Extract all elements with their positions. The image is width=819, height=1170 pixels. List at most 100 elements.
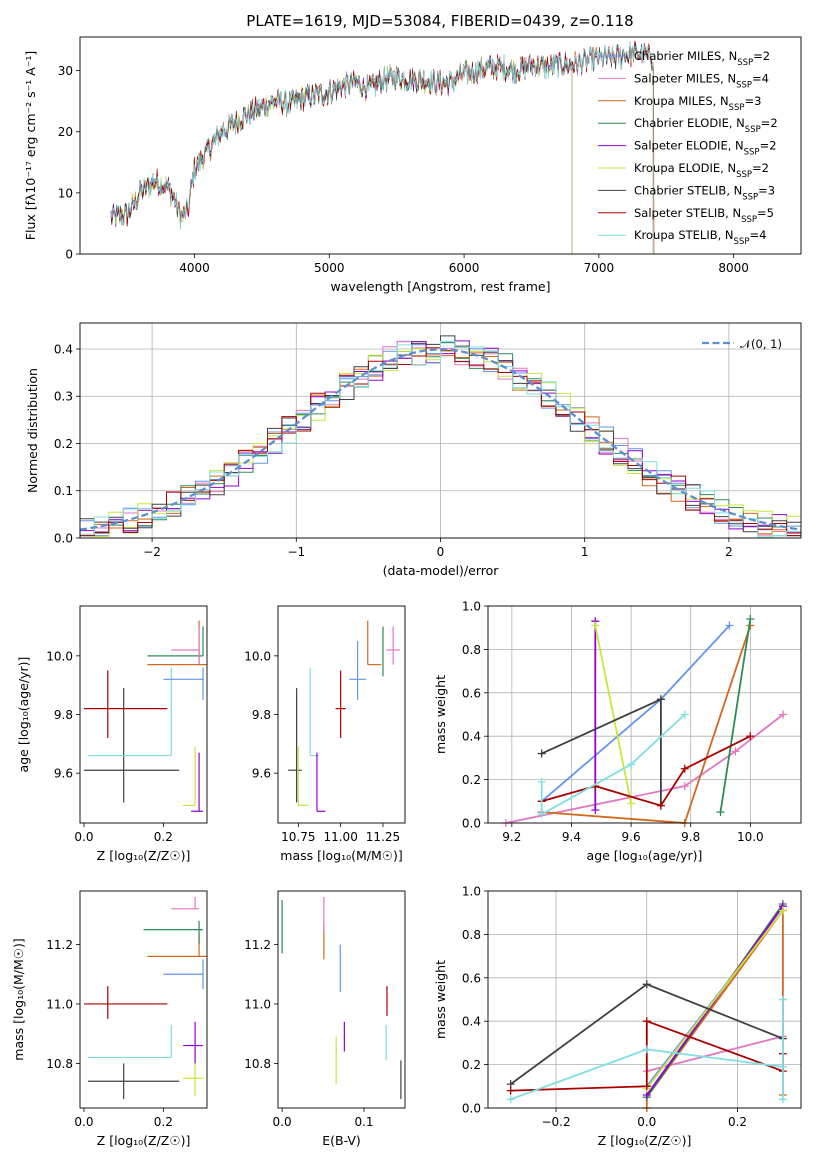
x-tick-label: 0.0 bbox=[273, 1115, 292, 1129]
y-tick-label: 11.2 bbox=[244, 938, 271, 952]
legend-entry: 𝒩(0, 1) bbox=[740, 337, 782, 351]
x-tick-label: 0.0 bbox=[74, 830, 93, 844]
weight-vs-age-frame bbox=[487, 605, 802, 824]
weight-series bbox=[645, 907, 784, 1108]
mass-vs-Z-axes: 0.0 0.2 10.8 11.0 11.2 Z [log₁₀(Z/Z☉)] mass [l… bbox=[11, 938, 190, 1148]
y-tick-label: 0.4 bbox=[462, 1015, 481, 1029]
y-tick-label: 0.0 bbox=[462, 1102, 481, 1116]
weight-vs-age-axes: 9.2 9.4 9.6 9.8 10.0 0.0 0.2 0.4 0.6 0.8 1.0 age [l… bbox=[433, 600, 801, 863]
x-tick-label: 7000 bbox=[584, 261, 615, 275]
y-tick-label: 0.0 bbox=[462, 817, 481, 831]
weight-series bbox=[505, 713, 784, 824]
weight-marker bbox=[656, 801, 665, 810]
weight-marker bbox=[656, 695, 665, 704]
legend-entry: Chabrier STELIB, NSSP=3 bbox=[634, 183, 775, 202]
y-axis-label: mass weight bbox=[433, 675, 448, 754]
x-tick-label: 9.2 bbox=[502, 830, 521, 844]
x-tick-label: 0.1 bbox=[354, 1115, 373, 1129]
histogram-steps bbox=[80, 335, 801, 538]
y-tick-label: 0.6 bbox=[462, 686, 481, 700]
y-tick-label: 9.8 bbox=[252, 708, 271, 722]
legend-entry: Salpeter STELIB, NSSP=5 bbox=[634, 206, 774, 225]
mass-vs-Z-frame bbox=[79, 890, 208, 1109]
weight-marker bbox=[680, 710, 689, 719]
spectrum-series bbox=[110, 41, 654, 254]
x-axis-label: Z [log₁₀(Z/Z☉)] bbox=[598, 1133, 692, 1148]
x-tick-label: 11.00 bbox=[323, 830, 357, 844]
weight-marker bbox=[716, 808, 725, 817]
y-tick-label: 0.2 bbox=[462, 773, 481, 787]
spectrum-axes: 4000 5000 6000 7000 8000 0 10 20 30 wavelength [A… bbox=[23, 51, 749, 294]
x-tick-label: 0.2 bbox=[154, 1115, 173, 1129]
y-tick-label: 20 bbox=[58, 125, 73, 139]
weight-marker bbox=[627, 799, 636, 808]
weight-marker bbox=[642, 1017, 651, 1026]
histogram-series bbox=[80, 335, 801, 533]
weight-marker bbox=[537, 810, 546, 819]
weight-marker bbox=[746, 615, 755, 624]
x-tick-label: 0.0 bbox=[74, 1115, 93, 1129]
weight-series bbox=[510, 1019, 784, 1092]
age-vs-mass-axes: 10.75 11.00 11.25 9.6 9.8 10.0 mass [log₁₀(M/M… bbox=[244, 649, 402, 863]
weight-marker bbox=[779, 710, 788, 719]
y-axis-label: age [log₁₀(age/yr)] bbox=[16, 657, 31, 773]
y-axis-label: mass [log₁₀(M/M☉)] bbox=[11, 938, 26, 1060]
y-tick-label: 9.6 bbox=[54, 767, 73, 781]
y-tick-label: 0.1 bbox=[54, 484, 73, 498]
weight-marker bbox=[778, 1095, 787, 1104]
y-tick-label: 0.4 bbox=[462, 730, 481, 744]
weight-marker bbox=[627, 760, 636, 769]
weight-marker bbox=[506, 1086, 515, 1095]
x-axis-label: E(B-V) bbox=[322, 1133, 361, 1148]
mass-vs-EBV-frame bbox=[277, 890, 406, 1109]
x-tick-label: −1 bbox=[287, 545, 305, 559]
weight-series bbox=[646, 909, 784, 1090]
y-tick-label: 1.0 bbox=[462, 885, 481, 899]
spectrum-series bbox=[110, 43, 655, 254]
x-axis-label: (data-model)/error bbox=[383, 563, 500, 578]
weight-marker bbox=[591, 805, 600, 814]
x-tick-label: 8000 bbox=[718, 261, 749, 275]
residuals-legend: 𝒩(0, 1) bbox=[702, 337, 782, 351]
spectrum-frame bbox=[79, 36, 802, 255]
spectrum-lines bbox=[110, 40, 655, 254]
x-tick-label: 0.0 bbox=[637, 1115, 656, 1129]
weight-vs-Z-frame bbox=[487, 890, 802, 1109]
weight-marker bbox=[537, 777, 546, 786]
weight-marker bbox=[680, 764, 689, 773]
x-tick-label: 10.0 bbox=[737, 830, 764, 844]
x-axis-label: Z [log₁₀(Z/Z☉)] bbox=[97, 1133, 191, 1148]
age-vs-mass-frame bbox=[277, 605, 406, 824]
legend-entry: Kroupa ELODIE, NSSP=2 bbox=[634, 161, 769, 180]
spectrum-series bbox=[110, 52, 573, 254]
weight-series bbox=[540, 713, 686, 816]
y-tick-label: 1.0 bbox=[462, 600, 481, 614]
y-tick-label: 10 bbox=[58, 186, 73, 200]
y-tick-label: 10.8 bbox=[46, 1057, 73, 1071]
y-tick-label: 0.0 bbox=[54, 532, 73, 546]
spectrum-series bbox=[110, 40, 654, 254]
legend-entry: Chabrier MILES, NSSP=2 bbox=[634, 49, 770, 68]
y-axis-label: Normed distribution bbox=[25, 368, 40, 493]
x-tick-label: 0.2 bbox=[154, 830, 173, 844]
x-tick-label: −2 bbox=[143, 545, 161, 559]
y-tick-label: 0 bbox=[65, 248, 73, 262]
x-axis-label: wavelength [Angstrom, rest frame] bbox=[330, 279, 550, 294]
age-vs-Z-frame bbox=[79, 605, 208, 824]
y-tick-label: 0.8 bbox=[462, 643, 481, 657]
y-tick-label: 0.3 bbox=[54, 390, 73, 404]
x-axis-label: Z [log₁₀(Z/Z☉)] bbox=[97, 848, 191, 863]
x-tick-label: 9.4 bbox=[562, 830, 581, 844]
weight-series bbox=[541, 735, 751, 807]
x-tick-label: 0.2 bbox=[728, 1115, 747, 1129]
spectrum-legend: Chabrier MILES, NSSP=2 Salpeter MILES, NS… bbox=[598, 49, 778, 247]
x-tick-label: 10.75 bbox=[281, 830, 315, 844]
residuals-frame bbox=[79, 322, 802, 539]
age-vs-mass-points bbox=[288, 620, 400, 812]
spectrum-series bbox=[110, 41, 654, 254]
weight-marker bbox=[642, 1082, 651, 1091]
x-tick-label: 5000 bbox=[314, 261, 345, 275]
weight-series bbox=[719, 618, 752, 813]
weight-marker bbox=[778, 906, 787, 915]
